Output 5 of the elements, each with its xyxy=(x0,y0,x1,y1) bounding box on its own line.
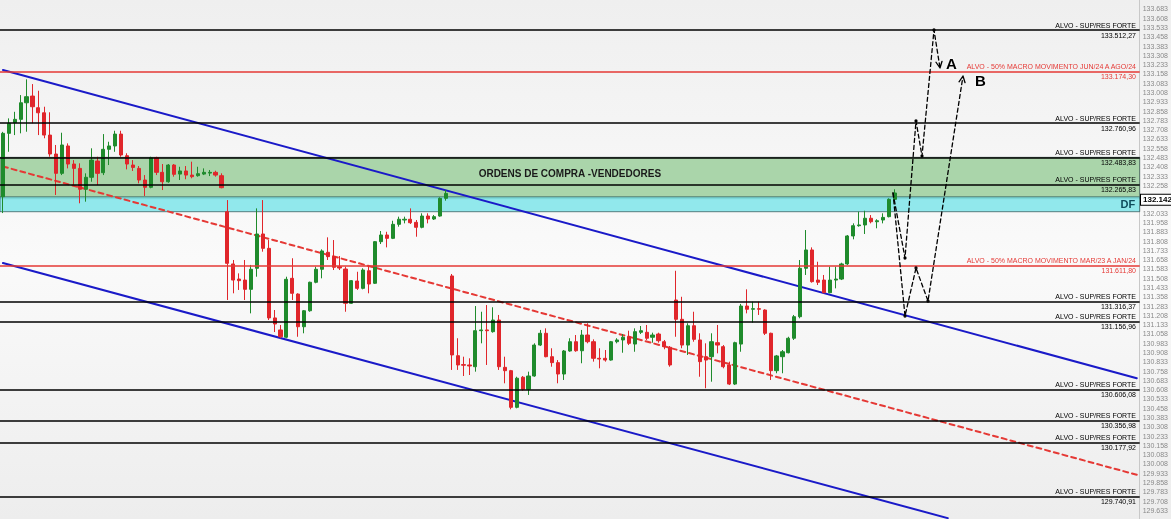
annotation: B xyxy=(975,72,986,89)
annotation: A xyxy=(946,55,957,72)
band-label: DF xyxy=(1120,198,1136,211)
annotation: 132.142 xyxy=(1143,195,1171,205)
band-label: ORDENS DE COMPRA -VENDEDORES xyxy=(478,167,662,179)
